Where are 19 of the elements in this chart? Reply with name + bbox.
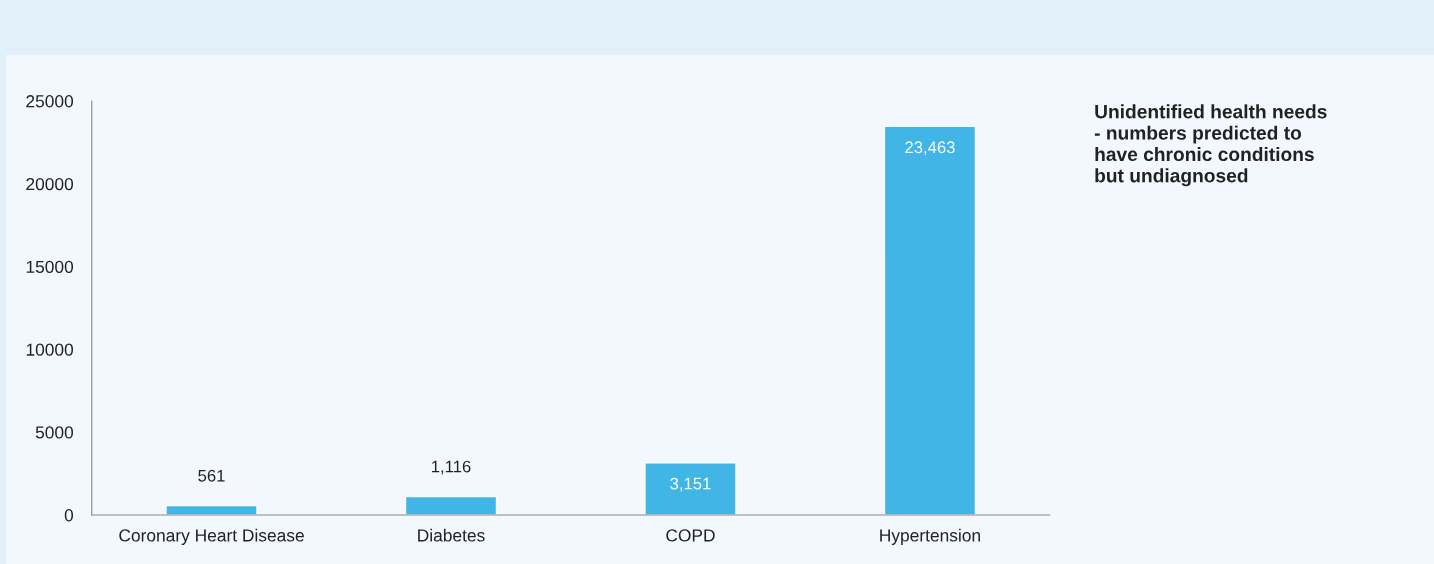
y-tick-label: 25000 xyxy=(26,95,74,108)
x-tick-label: Hypertension xyxy=(880,528,980,545)
data-label: 561 xyxy=(198,469,225,482)
data-label: 1,116 xyxy=(432,460,471,475)
x-tick-label: Coronary Heart Disease xyxy=(119,528,304,545)
data-label: 23,463 xyxy=(905,141,955,156)
bar xyxy=(165,504,258,515)
y-tick-label: 10000 xyxy=(26,343,74,356)
y-tick-label: 5000 xyxy=(35,426,74,439)
text: Unidentified health needs - numbers predicted to have chronic conditions but undiagnosed xyxy=(1094,104,1327,187)
x-tick-label: COPD xyxy=(666,529,715,542)
y-tick-label: 15000 xyxy=(26,260,74,274)
bar xyxy=(404,495,498,515)
y-tick-label: 0 xyxy=(64,509,74,522)
bar xyxy=(883,125,977,515)
bar xyxy=(644,462,737,515)
y-tick-label: 20000 xyxy=(26,177,74,191)
data-label: 3,151 xyxy=(670,477,711,492)
x-tick-label: Diabetes xyxy=(418,528,485,542)
